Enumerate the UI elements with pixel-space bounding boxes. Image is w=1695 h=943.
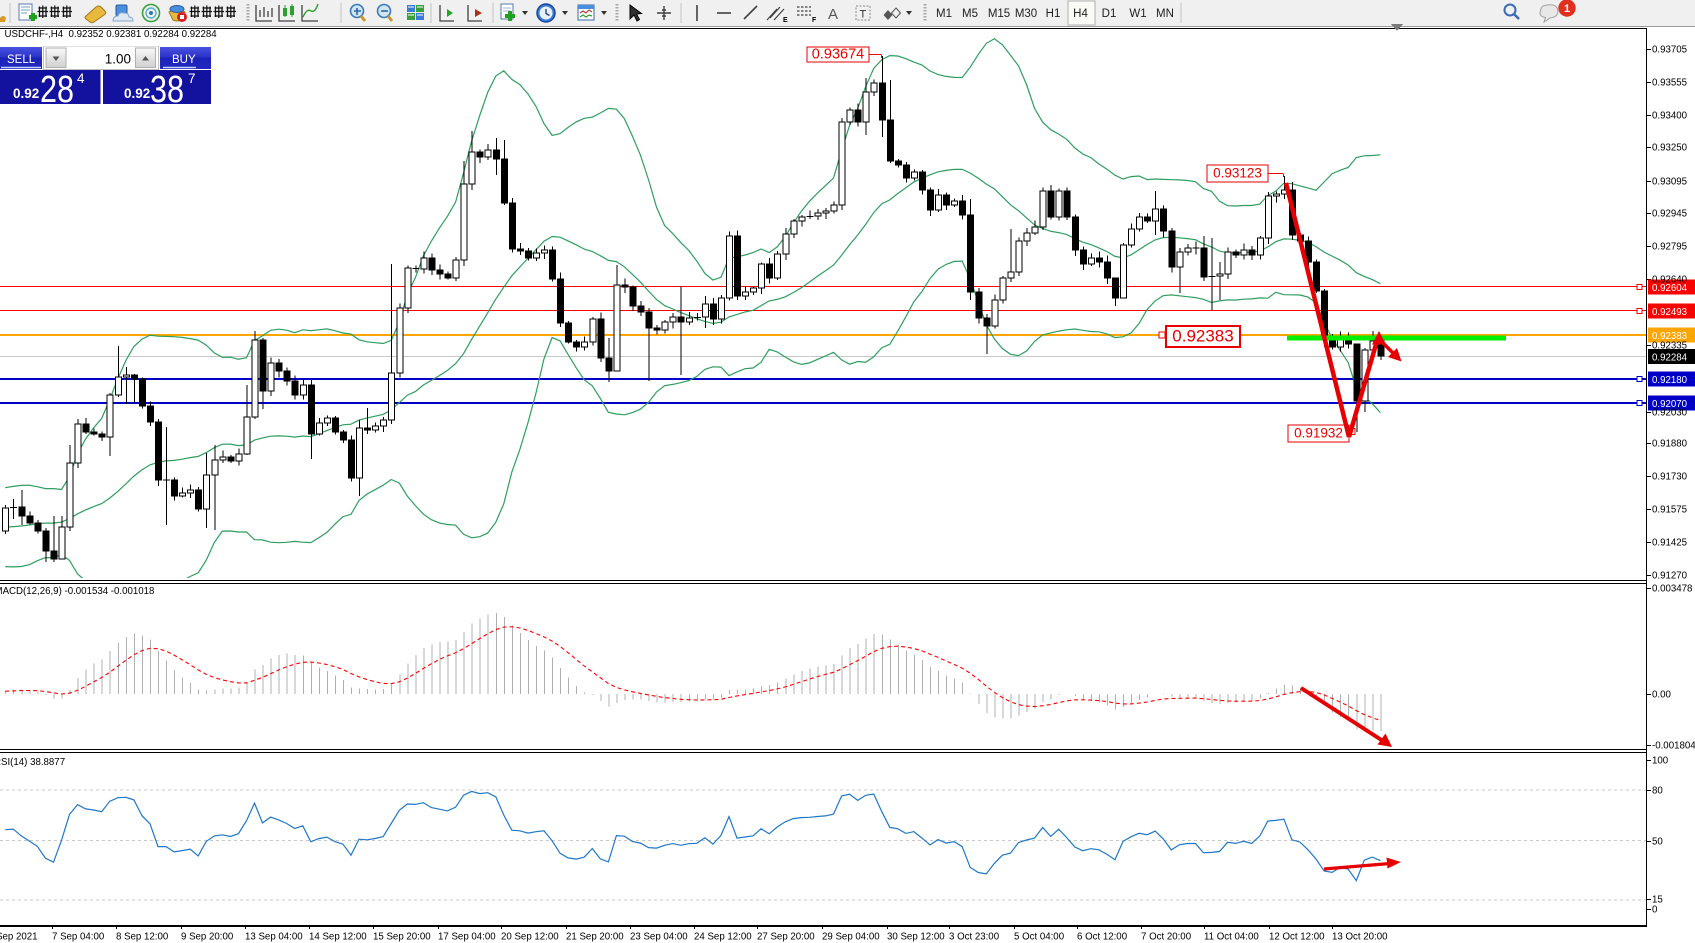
svg-text:7 Oct 20:00: 7 Oct 20:00 (1141, 932, 1192, 943)
svg-text:3 Oct 23:00: 3 Oct 23:00 (949, 932, 1000, 943)
svg-text:MN: MN (1156, 8, 1174, 20)
svg-text:USDCHF-,H4 0.92352 0.92381 0.: USDCHF-,H4 0.92352 0.92381 0.92284 0.922… (5, 29, 218, 40)
svg-text:0.92284: 0.92284 (1652, 352, 1688, 363)
svg-text:4: 4 (77, 71, 85, 86)
svg-text:13 Oct 20:00: 13 Oct 20:00 (1332, 932, 1388, 943)
svg-text:T: T (860, 9, 867, 21)
svg-text:0.92180: 0.92180 (1652, 375, 1688, 386)
svg-text:H4: H4 (1073, 8, 1088, 20)
svg-text:0.91730: 0.91730 (1652, 472, 1688, 483)
svg-text:0.92: 0.92 (124, 86, 150, 101)
svg-text:21 Sep 20:00: 21 Sep 20:00 (566, 932, 624, 943)
svg-text:A: A (828, 6, 838, 23)
svg-text:0.93095: 0.93095 (1652, 177, 1687, 188)
svg-text:0.93705: 0.93705 (1652, 45, 1687, 56)
svg-text:F: F (812, 17, 817, 24)
svg-text:13 Sep 04:00: 13 Sep 04:00 (245, 932, 303, 943)
svg-text:0.92945: 0.92945 (1652, 209, 1687, 220)
svg-text:0.93250: 0.93250 (1652, 143, 1688, 154)
svg-text:0.93674: 0.93674 (812, 47, 864, 63)
svg-text:0: 0 (1652, 905, 1658, 916)
svg-text:23 Sep 04:00: 23 Sep 04:00 (630, 932, 688, 943)
svg-text:SELL: SELL (7, 54, 36, 66)
svg-text:80: 80 (1652, 786, 1663, 797)
svg-text:7 Sep 04:00: 7 Sep 04:00 (52, 932, 105, 943)
svg-text:0.91575: 0.91575 (1652, 505, 1687, 516)
svg-text:0.93400: 0.93400 (1652, 111, 1688, 122)
svg-text:D1: D1 (1102, 8, 1117, 20)
svg-text:1.00: 1.00 (105, 52, 131, 67)
svg-text:0.92383: 0.92383 (1172, 327, 1233, 346)
svg-text:50: 50 (1652, 837, 1663, 848)
svg-text:100: 100 (1652, 756, 1669, 767)
svg-text:0.92604: 0.92604 (1652, 283, 1688, 294)
svg-text:11 Oct 04:00: 11 Oct 04:00 (1204, 932, 1259, 943)
svg-text:E: E (783, 17, 788, 24)
svg-text:BUY: BUY (172, 54, 196, 66)
svg-text:0.91425: 0.91425 (1652, 538, 1687, 549)
svg-text:8 Sep 12:00: 8 Sep 12:00 (116, 932, 169, 943)
svg-text:9 Sep 20:00: 9 Sep 20:00 (181, 932, 234, 943)
svg-text:6 Oct 12:00: 6 Oct 12:00 (1077, 932, 1128, 943)
svg-text:15 Sep 20:00: 15 Sep 20:00 (373, 932, 431, 943)
svg-text:14 Sep 12:00: 14 Sep 12:00 (309, 932, 367, 943)
svg-text:0.92030: 0.92030 (1652, 408, 1688, 419)
svg-text:5 Oct 04:00: 5 Oct 04:00 (1014, 932, 1065, 943)
svg-text:0.92335: 0.92335 (1652, 341, 1687, 352)
svg-text:0.92795: 0.92795 (1652, 242, 1687, 253)
svg-text:20 Sep 12:00: 20 Sep 12:00 (501, 932, 559, 943)
svg-text:0.92383: 0.92383 (1652, 331, 1687, 342)
svg-text:24 Sep 12:00: 24 Sep 12:00 (694, 932, 752, 943)
svg-text:0.00: 0.00 (1652, 690, 1671, 701)
svg-text:M1: M1 (936, 8, 952, 20)
svg-text:0.93555: 0.93555 (1652, 78, 1687, 89)
svg-text:0.92493: 0.92493 (1652, 307, 1687, 318)
svg-text:MACD(12,26,9) -0.001534 -0.001: MACD(12,26,9) -0.001534 -0.001018 (0, 586, 154, 597)
svg-text:29 Sep 04:00: 29 Sep 04:00 (822, 932, 880, 943)
svg-text:27 Sep 20:00: 27 Sep 20:00 (757, 932, 815, 943)
svg-text:RSI(14) 38.8877: RSI(14) 38.8877 (0, 757, 65, 768)
svg-text:-0.001804: -0.001804 (1652, 741, 1695, 752)
svg-text:1: 1 (1564, 3, 1570, 15)
svg-text:0.93123: 0.93123 (1213, 165, 1262, 180)
svg-text:0.92070: 0.92070 (1652, 399, 1688, 410)
svg-text:0.003478: 0.003478 (1652, 584, 1692, 595)
svg-text:0.92640: 0.92640 (1652, 275, 1688, 286)
svg-text:M15: M15 (988, 8, 1010, 20)
svg-text:W1: W1 (1129, 8, 1146, 20)
svg-text:0.91932: 0.91932 (1294, 425, 1343, 440)
svg-text:28: 28 (40, 69, 74, 104)
svg-text:M30: M30 (1015, 8, 1037, 20)
svg-text:0.92: 0.92 (13, 86, 39, 101)
svg-text:30 Sep 12:00: 30 Sep 12:00 (887, 932, 945, 943)
svg-text:0.91270: 0.91270 (1652, 571, 1688, 582)
svg-text:12 Oct 12:00: 12 Oct 12:00 (1269, 932, 1325, 943)
svg-text:17 Sep 04:00: 17 Sep 04:00 (438, 932, 496, 943)
svg-text:H1: H1 (1046, 8, 1061, 20)
svg-text:7: 7 (188, 71, 196, 86)
svg-text:6 Sep 2021: 6 Sep 2021 (0, 932, 38, 943)
svg-text:0.91880: 0.91880 (1652, 439, 1688, 450)
svg-text:15: 15 (1652, 895, 1663, 906)
svg-text:M5: M5 (962, 8, 978, 20)
svg-text:38: 38 (150, 69, 184, 104)
